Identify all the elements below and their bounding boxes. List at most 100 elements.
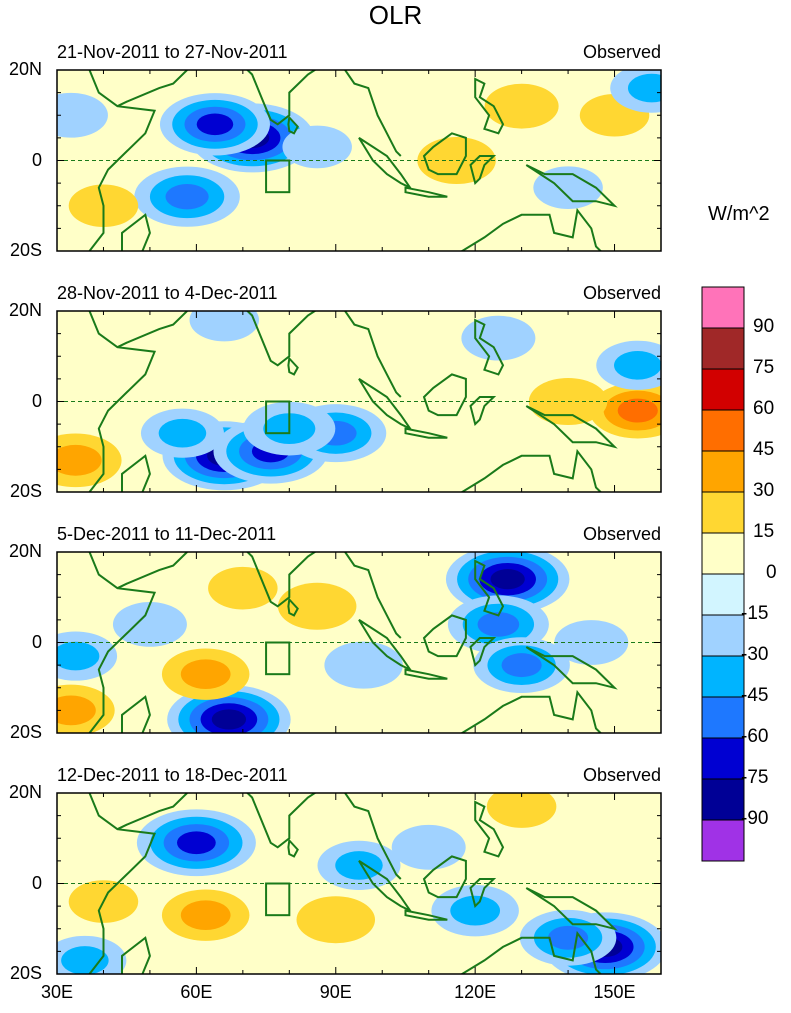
olr-field [57,70,661,251]
coastline [460,930,603,974]
colorbar-swatch [701,450,745,493]
map-panel [56,551,662,734]
panel-tag: Observed [582,524,661,544]
colorbar-swatch [701,409,745,452]
coastline [460,689,603,733]
x-tick-label: 120E [454,982,497,1002]
olr-contour-mark [486,793,557,828]
map-panel [56,69,662,252]
island-outline [422,373,467,417]
x-tick-label: 30E [40,982,74,1002]
x-tick-label: 150E [593,982,636,1002]
panel-tag: Observed [582,42,661,62]
island-outline [525,405,618,449]
coastline [460,207,603,251]
colorbar-label: -15 [741,603,769,624]
olr-contour-mark [391,824,466,870]
olr-contour-mark [617,398,658,423]
coastline [88,552,157,733]
island-outline [404,186,448,198]
island-outline [474,318,505,376]
olr-contour-mark [57,92,108,138]
units-label: W/m^2 [708,203,770,225]
island-outline [474,77,505,135]
colorbar-label: -45 [741,685,769,706]
island-outline [404,668,448,680]
x-tick-label: 90E [319,982,352,1002]
island-outline [287,597,299,617]
coastline [88,793,157,974]
y-tick-label: 20S [9,481,42,501]
olr-contour-mark [57,641,100,671]
colorbar-swatch [701,491,745,534]
olr-field [57,311,661,492]
panel-title: 21-Nov-2011 to 27-Nov-2011 [57,42,288,62]
colorbar-label: -75 [741,767,769,788]
colorbar-label: 90 [753,316,775,337]
olr-contour-mark [189,311,260,342]
colorbar-label: 75 [753,357,775,378]
panel-tag: Observed [582,765,661,785]
region-box [265,159,291,194]
region-box [265,641,291,676]
island-outline [469,637,497,668]
olr-contour-mark [484,83,559,129]
map-panel [56,792,662,975]
olr-contour-mark [180,659,231,690]
coastline [246,311,402,398]
island-outline [404,909,448,921]
panel-title: 5-Dec-2011 to 11-Dec-2011 [57,524,277,544]
colorbar-swatch [701,614,745,657]
coastline [116,311,188,349]
y-tick-label: 20S [9,963,42,983]
colorbar-swatch [701,532,745,575]
olr-contour-mark [57,695,96,726]
colorbar-swatch [701,573,745,616]
coastline [246,70,402,157]
x-tick-label: 60E [180,982,213,1002]
coastline [116,70,188,108]
island-outline [422,855,467,899]
olr-contour-mark [614,351,661,380]
colorbar-label: 30 [753,480,775,501]
colorbar-label: 45 [753,439,775,460]
olr-contour-mark [196,113,234,136]
y-tick-label: 0 [31,872,42,893]
colorbar [701,286,745,862]
y-tick-label: 20S [9,240,42,260]
colorbar-label: 15 [753,521,775,542]
panel-title: 12-Dec-2011 to 18-Dec-2011 [57,765,288,785]
olr-contour-mark [165,184,209,210]
olr-contour-mark [61,946,109,974]
olr-contour-mark [490,569,525,590]
olr-contour-mark [547,925,589,950]
olr-contour-mark [177,831,216,855]
colorbar-swatch [701,368,745,411]
colorbar-swatch [701,327,745,370]
island-outline [525,646,618,690]
olr-contour-mark [627,73,661,103]
coastline [88,311,157,492]
region-box [265,400,291,435]
olr-contour-mark [211,709,247,730]
island-outline [525,887,618,931]
coastline [116,552,188,590]
olr-contour-mark [208,566,278,610]
olr-contour-mark [461,315,536,361]
island-outline [287,356,299,376]
panel-title: 28-Nov-2011 to 4-Dec-2011 [57,283,278,303]
coastline [116,793,188,831]
island-outline [422,132,467,176]
island-outline [474,559,505,617]
coastline [460,448,603,492]
island-outline [404,427,448,439]
y-tick-label: 0 [31,149,42,170]
island-outline [287,115,299,135]
colorbar-label: -90 [741,808,769,829]
figure-title: OLR [368,0,423,30]
colorbar-swatch [701,655,745,698]
island-outline [121,454,151,492]
panel-tag: Observed [582,283,661,303]
colorbar-swatch [701,819,745,862]
